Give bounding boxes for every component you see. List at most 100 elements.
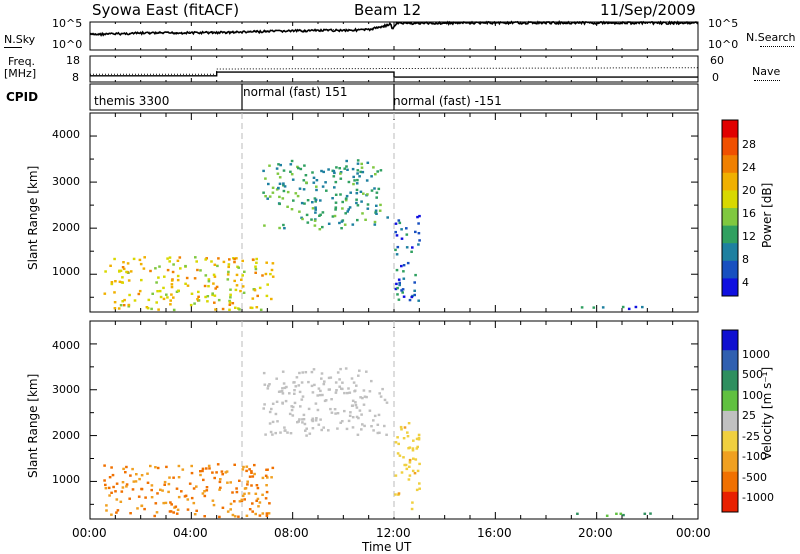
power-cell <box>238 308 241 311</box>
nsky-label: N.Sky <box>4 33 36 46</box>
velocity-cell <box>208 467 211 470</box>
velocity-cell <box>168 510 172 513</box>
cpid-segment-2: normal (fast) 151 <box>243 85 348 99</box>
velocity-cell <box>351 416 355 419</box>
power-cell <box>377 187 381 191</box>
velocity-cell <box>394 474 398 477</box>
velocity-cell <box>172 476 175 479</box>
velocity-cell <box>124 471 127 474</box>
velocity-cell <box>231 491 234 494</box>
power-cell <box>237 266 240 269</box>
power-cell <box>127 279 131 282</box>
velocity-cell <box>264 474 268 477</box>
power-cell <box>213 301 216 304</box>
velocity-cell <box>394 441 398 444</box>
power-cell <box>113 257 116 261</box>
power-cell <box>117 307 121 310</box>
velocity-cell <box>268 502 271 505</box>
velocity-cell <box>276 420 279 423</box>
power-cell <box>306 199 310 202</box>
velocity-cell <box>177 464 181 468</box>
power-cell <box>204 274 208 277</box>
velocity-cell <box>372 419 375 422</box>
velocity-cell <box>268 383 271 386</box>
power-cell <box>163 275 166 278</box>
power-cell <box>400 264 403 268</box>
velocity-cell <box>186 498 190 501</box>
power-cell <box>126 262 130 265</box>
velocity-cell <box>402 437 406 440</box>
power-cell <box>197 295 200 298</box>
velocity-cell <box>294 385 298 388</box>
velocity-cell <box>237 515 240 518</box>
cpid-segment-3: normal (fast) -151 <box>393 94 502 108</box>
velocity-cell <box>311 417 315 420</box>
power-cell <box>278 202 281 206</box>
power-cell <box>207 280 211 283</box>
power-cell <box>172 308 176 312</box>
power-cell <box>151 292 154 295</box>
velocity-cell <box>347 387 350 390</box>
power-cell <box>313 197 317 200</box>
velocity-cell <box>132 480 136 483</box>
velocity-cell <box>103 479 106 482</box>
vel-cb-tick-m100: -100 <box>742 450 767 463</box>
power-cell <box>103 292 107 295</box>
power-cell <box>185 276 189 280</box>
velocity-cell <box>282 382 286 385</box>
velocity-cell <box>246 480 249 483</box>
power-cell <box>113 301 117 304</box>
power-cell <box>283 227 286 230</box>
velocity-cell <box>293 401 297 405</box>
velocity-cell <box>290 405 293 408</box>
power-cell <box>356 218 359 222</box>
power-cell <box>401 288 405 291</box>
velocity-cell <box>245 514 249 517</box>
vel-cb-tick-m25: -25 <box>742 430 760 443</box>
velocity-cell <box>411 501 414 504</box>
power-cell <box>396 286 399 290</box>
power-cell <box>290 173 294 176</box>
power-cell <box>352 182 355 186</box>
power-cell <box>361 170 365 174</box>
power-cell <box>283 185 287 188</box>
velocity-cell <box>418 482 421 485</box>
velocity-cell <box>219 478 222 481</box>
velocity-cell <box>417 438 421 441</box>
power-cell <box>370 189 374 192</box>
power-cell <box>366 207 370 210</box>
velocity-cell <box>203 515 206 518</box>
power-cell <box>150 307 153 311</box>
velocity-cell <box>274 431 277 435</box>
velocity-cell <box>397 442 400 446</box>
power-cell <box>110 282 114 286</box>
power-cell <box>324 181 327 184</box>
power-cell <box>370 175 373 178</box>
power-cell <box>356 169 360 172</box>
velocity-cell <box>416 445 419 449</box>
power-cell <box>315 185 318 188</box>
power-cell <box>186 284 190 287</box>
velocity-cell <box>131 467 134 471</box>
power-cell <box>398 221 402 225</box>
velocity-cell <box>116 509 120 512</box>
velocity-cell <box>412 457 415 460</box>
velocity-cell <box>317 387 321 390</box>
velocity-cell <box>415 447 419 450</box>
velocity-cell <box>150 496 154 499</box>
velocity-cell <box>107 486 111 490</box>
velocity-cell <box>402 456 405 459</box>
velocity-cell <box>336 412 340 415</box>
velocity-cell <box>201 492 205 495</box>
velocity-cell <box>156 466 160 470</box>
power-cell <box>333 186 336 189</box>
power-cell <box>203 284 207 288</box>
velocity-cell <box>417 433 421 437</box>
velocity-cell <box>181 468 185 471</box>
velocity-cell <box>248 508 252 511</box>
velocity-cell <box>351 399 355 402</box>
velocity-cell <box>403 463 406 467</box>
power-cb-tick-12: 12 <box>742 230 756 243</box>
power-cell <box>277 163 280 166</box>
velocity-cell <box>310 370 314 374</box>
